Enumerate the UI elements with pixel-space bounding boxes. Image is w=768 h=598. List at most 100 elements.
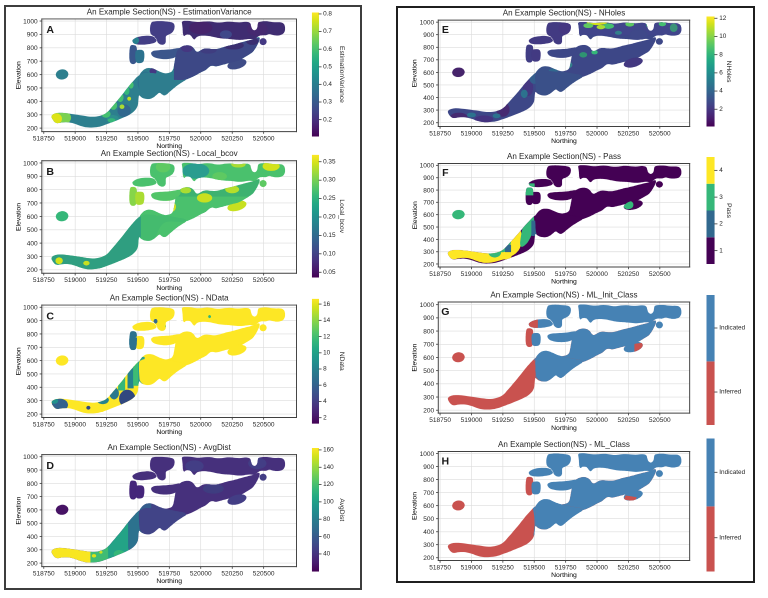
svg-text:400: 400 bbox=[27, 240, 38, 247]
svg-text:200: 200 bbox=[423, 120, 434, 127]
svg-text:519250: 519250 bbox=[492, 271, 514, 278]
svg-text:0.6: 0.6 bbox=[323, 46, 332, 53]
svg-text:8: 8 bbox=[323, 366, 327, 373]
svg-text:400: 400 bbox=[27, 385, 38, 392]
svg-text:400: 400 bbox=[423, 381, 434, 388]
svg-text:100: 100 bbox=[323, 499, 334, 506]
svg-text:Northing: Northing bbox=[156, 429, 182, 436]
svg-text:An Example Section(NS) - Estim: An Example Section(NS) - EstimationVaria… bbox=[87, 7, 252, 16]
svg-text:519000: 519000 bbox=[64, 277, 86, 284]
svg-text:An Example Section(NS) - NData: An Example Section(NS) - NData bbox=[110, 293, 229, 302]
svg-text:600: 600 bbox=[27, 72, 38, 79]
svg-text:16: 16 bbox=[323, 301, 331, 308]
svg-text:800: 800 bbox=[423, 187, 434, 194]
svg-text:700: 700 bbox=[423, 490, 434, 497]
svg-text:300: 300 bbox=[27, 398, 38, 405]
svg-text:519750: 519750 bbox=[158, 421, 180, 428]
svg-text:400: 400 bbox=[423, 95, 434, 102]
svg-text:520250: 520250 bbox=[618, 564, 640, 571]
svg-text:NHoles: NHoles bbox=[725, 61, 732, 83]
svg-text:520250: 520250 bbox=[618, 417, 640, 424]
svg-text:200: 200 bbox=[423, 408, 434, 415]
svg-text:1000: 1000 bbox=[420, 20, 435, 27]
svg-text:700: 700 bbox=[423, 200, 434, 207]
svg-text:518750: 518750 bbox=[33, 277, 55, 284]
svg-text:14: 14 bbox=[323, 317, 331, 324]
svg-text:600: 600 bbox=[27, 358, 38, 365]
svg-text:40: 40 bbox=[323, 550, 331, 557]
svg-text:8: 8 bbox=[719, 51, 723, 58]
svg-text:0.25: 0.25 bbox=[323, 195, 336, 202]
svg-text:G: G bbox=[441, 306, 449, 318]
svg-text:519750: 519750 bbox=[158, 277, 180, 284]
svg-text:An Example Section(NS) - Pass: An Example Section(NS) - Pass bbox=[507, 152, 621, 161]
svg-text:500: 500 bbox=[27, 227, 38, 234]
svg-text:900: 900 bbox=[423, 175, 434, 182]
svg-text:0.3: 0.3 bbox=[323, 99, 332, 106]
svg-text:1000: 1000 bbox=[420, 163, 435, 170]
svg-text:Indicated: Indicated bbox=[719, 469, 745, 476]
svg-text:Elevation: Elevation bbox=[15, 347, 22, 375]
svg-text:518750: 518750 bbox=[33, 421, 55, 428]
svg-text:120: 120 bbox=[323, 481, 334, 488]
svg-text:800: 800 bbox=[27, 331, 38, 338]
svg-text:EstimationVariance: EstimationVariance bbox=[338, 46, 345, 103]
svg-text:4: 4 bbox=[719, 167, 723, 174]
svg-text:An Example Section(NS) - ML_In: An Example Section(NS) - ML_Init_Class bbox=[490, 290, 637, 299]
svg-text:300: 300 bbox=[423, 108, 434, 115]
svg-text:1: 1 bbox=[719, 247, 723, 254]
svg-text:10: 10 bbox=[323, 349, 331, 356]
svg-text:Northing: Northing bbox=[551, 572, 577, 579]
svg-text:Elevation: Elevation bbox=[412, 343, 419, 371]
svg-text:520500: 520500 bbox=[253, 421, 275, 428]
svg-text:1000: 1000 bbox=[23, 18, 38, 25]
svg-text:800: 800 bbox=[423, 45, 434, 52]
svg-text:519000: 519000 bbox=[64, 570, 86, 577]
svg-text:Indicated: Indicated bbox=[719, 325, 745, 332]
svg-text:Northing: Northing bbox=[551, 279, 577, 286]
svg-text:800: 800 bbox=[27, 481, 38, 488]
svg-text:700: 700 bbox=[27, 200, 38, 207]
svg-text:500: 500 bbox=[423, 224, 434, 231]
svg-text:300: 300 bbox=[27, 112, 38, 119]
svg-text:519250: 519250 bbox=[96, 570, 118, 577]
svg-text:400: 400 bbox=[27, 99, 38, 106]
svg-text:520250: 520250 bbox=[618, 271, 640, 278]
svg-text:An Example Section(NS) - ML_Cl: An Example Section(NS) - ML_Class bbox=[498, 440, 630, 449]
svg-text:900: 900 bbox=[27, 174, 38, 181]
svg-text:0.8: 0.8 bbox=[323, 11, 332, 18]
svg-text:400: 400 bbox=[27, 534, 38, 541]
svg-text:700: 700 bbox=[423, 57, 434, 64]
svg-text:200: 200 bbox=[27, 411, 38, 418]
svg-text:Northing: Northing bbox=[156, 578, 182, 585]
svg-text:600: 600 bbox=[423, 355, 434, 362]
svg-text:300: 300 bbox=[27, 547, 38, 554]
svg-text:519500: 519500 bbox=[127, 277, 149, 284]
svg-text:An Example Section(NS) - Local: An Example Section(NS) - Local_bcov bbox=[101, 149, 238, 158]
svg-text:519500: 519500 bbox=[523, 417, 545, 424]
svg-text:2: 2 bbox=[719, 106, 723, 113]
svg-text:520250: 520250 bbox=[221, 277, 243, 284]
svg-text:Elevation: Elevation bbox=[412, 492, 419, 520]
svg-text:6: 6 bbox=[323, 382, 327, 389]
svg-text:300: 300 bbox=[423, 542, 434, 549]
svg-text:900: 900 bbox=[27, 318, 38, 325]
svg-text:519000: 519000 bbox=[64, 135, 86, 142]
svg-text:500: 500 bbox=[27, 371, 38, 378]
svg-text:519500: 519500 bbox=[127, 135, 149, 142]
svg-text:519000: 519000 bbox=[461, 417, 483, 424]
svg-text:519500: 519500 bbox=[523, 564, 545, 571]
svg-text:519500: 519500 bbox=[127, 570, 149, 577]
svg-text:519250: 519250 bbox=[492, 564, 514, 571]
svg-text:12: 12 bbox=[719, 15, 727, 22]
svg-text:0.05: 0.05 bbox=[323, 269, 336, 276]
svg-text:0.10: 0.10 bbox=[323, 250, 336, 257]
svg-text:800: 800 bbox=[423, 477, 434, 484]
svg-text:C: C bbox=[46, 310, 54, 322]
svg-text:600: 600 bbox=[423, 503, 434, 510]
svg-text:Elevation: Elevation bbox=[15, 203, 22, 231]
svg-text:Northing: Northing bbox=[551, 425, 577, 432]
svg-text:200: 200 bbox=[423, 261, 434, 268]
svg-text:519750: 519750 bbox=[555, 130, 577, 137]
svg-text:Pass: Pass bbox=[725, 203, 732, 218]
